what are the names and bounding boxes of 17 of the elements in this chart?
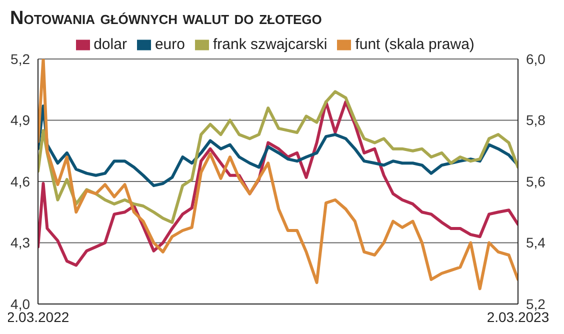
line-series bbox=[38, 90, 518, 224]
y-tick-label: 4,9 bbox=[10, 112, 30, 128]
legend-label: funt (skala prawa) bbox=[355, 36, 474, 53]
legend-label: frank szwajcarski bbox=[212, 36, 328, 53]
y2-tick-label: 5,8 bbox=[526, 112, 546, 128]
y2-tick-label: 5,6 bbox=[526, 173, 546, 190]
legend-label: euro bbox=[154, 36, 185, 53]
y-tick-label: 5,2 bbox=[10, 50, 30, 67]
y2-tick-label: 5,2 bbox=[526, 296, 546, 312]
line-series bbox=[38, 59, 518, 290]
y-tick-label: 4,3 bbox=[10, 234, 30, 251]
chart-title: Notowania głównych walut do złotego bbox=[9, 8, 323, 31]
y-tick-label: 4,0 bbox=[10, 296, 30, 312]
y2-tick-label: 6,0 bbox=[526, 50, 546, 67]
legend-label: dolar bbox=[94, 36, 127, 53]
y-tick-label: 4,6 bbox=[10, 173, 30, 190]
y2-tick-label: 5,4 bbox=[526, 234, 546, 251]
